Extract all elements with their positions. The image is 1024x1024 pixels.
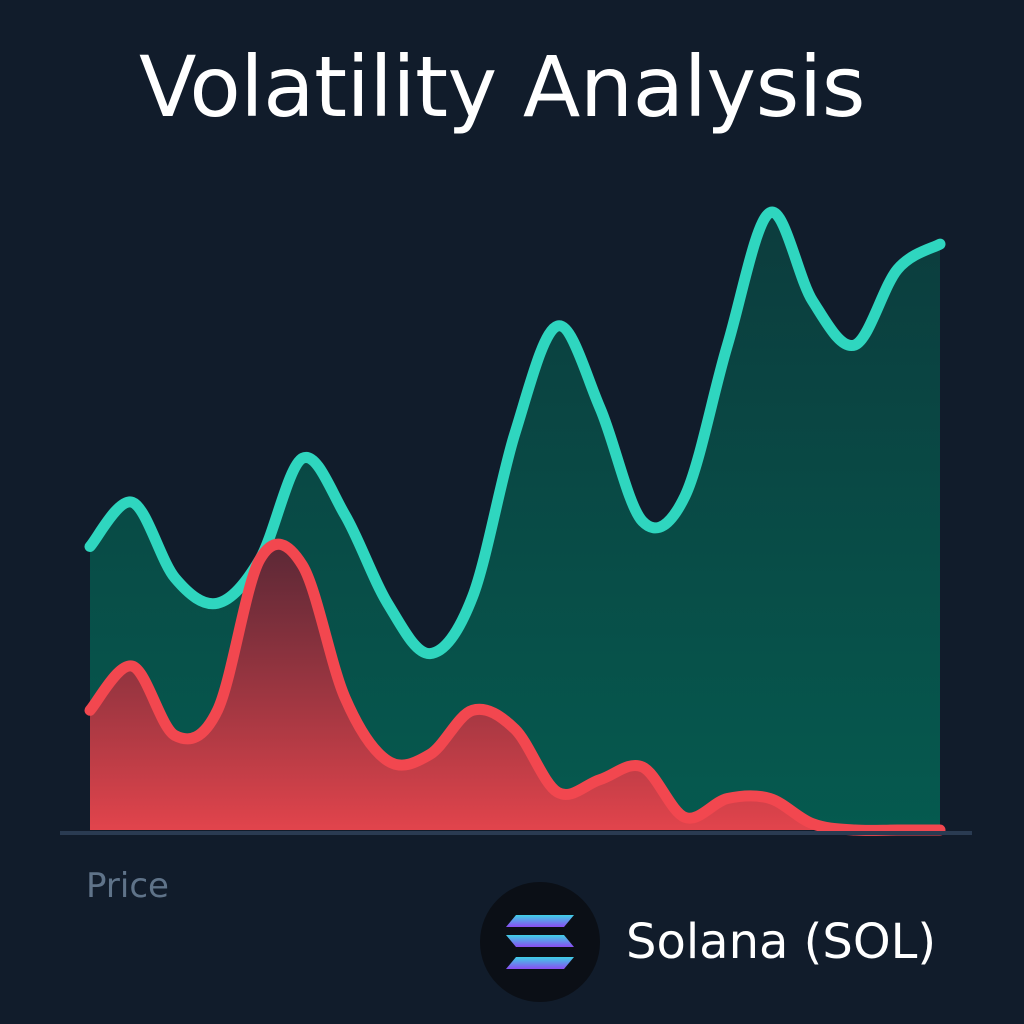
asset-badge: Solana (SOL) [480,882,936,1002]
y-axis-label: Price [86,866,169,906]
asset-name: Solana (SOL) [626,914,936,970]
solana-logo-icon [480,882,600,1002]
